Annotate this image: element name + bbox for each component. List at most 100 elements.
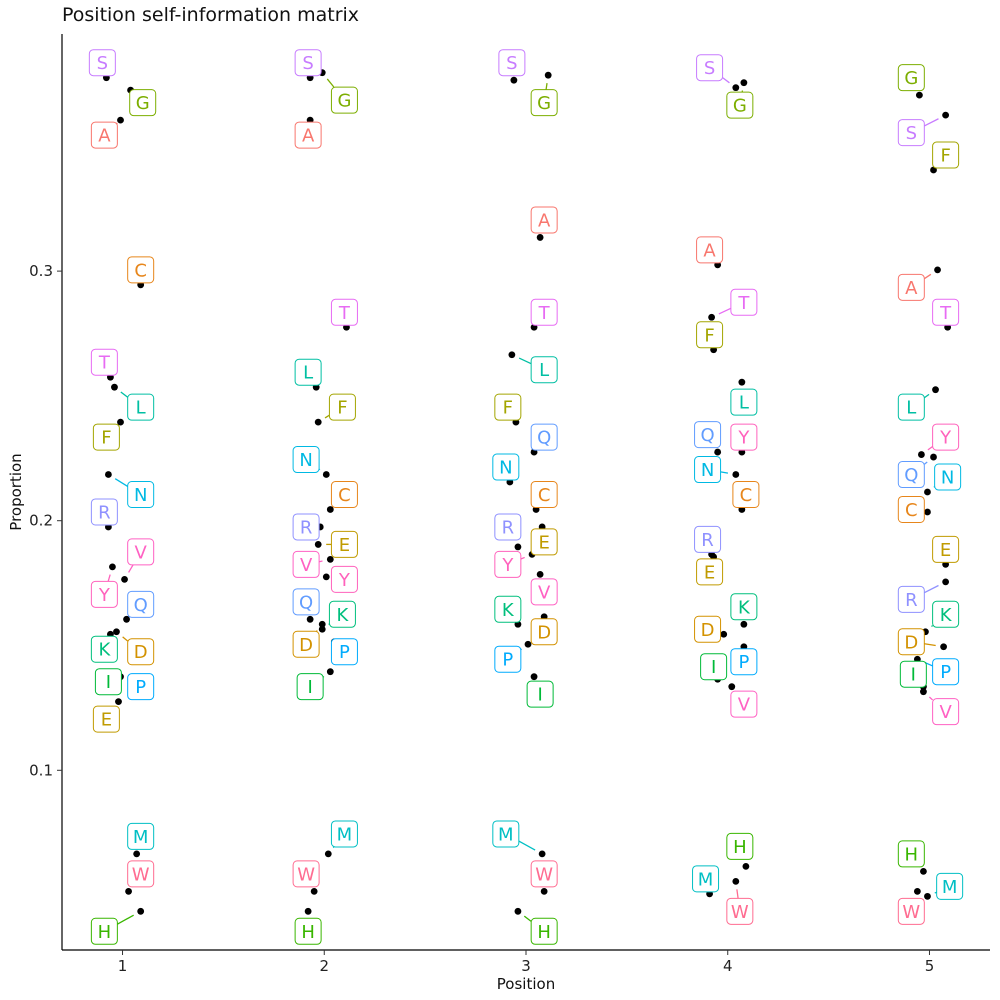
data-point <box>732 471 740 478</box>
label-D: D <box>530 618 558 646</box>
data-point <box>538 850 546 858</box>
data-label: C <box>338 485 351 506</box>
label-F: F <box>328 393 356 421</box>
data-label: V <box>538 582 551 603</box>
label-box <box>294 917 322 945</box>
data-label: P <box>940 662 951 683</box>
data-label: V <box>300 555 313 576</box>
data-point <box>137 907 145 915</box>
data-label: S <box>506 53 517 74</box>
label-V: V <box>530 578 558 606</box>
label-box <box>897 897 925 925</box>
label-D: D <box>292 630 320 658</box>
label-box <box>732 480 760 508</box>
label-Y: Y <box>330 565 358 593</box>
label-box <box>127 673 155 701</box>
label-box <box>294 358 322 386</box>
label-E: E <box>696 558 724 586</box>
label-I: I <box>296 673 324 701</box>
leader-line <box>923 393 930 399</box>
data-label: M <box>698 869 714 890</box>
data-point <box>117 116 124 124</box>
label-box <box>730 690 758 718</box>
leader-line <box>520 556 525 560</box>
label-P: P <box>932 658 960 686</box>
data-label: K <box>98 640 111 661</box>
label-Q: Q <box>127 590 155 618</box>
data-label: L <box>739 393 749 414</box>
label-box <box>694 525 722 553</box>
label-E: E <box>530 528 558 556</box>
label-box <box>127 480 155 508</box>
label-box <box>897 585 925 613</box>
data-label: V <box>738 695 751 716</box>
data-label: M <box>133 827 149 848</box>
label-E: E <box>92 705 120 733</box>
label-box <box>292 588 320 616</box>
label-C: C <box>732 480 760 508</box>
label-box <box>530 578 558 606</box>
data-point <box>942 111 950 119</box>
label-box <box>899 660 927 688</box>
label-box <box>90 348 118 376</box>
data-label: T <box>98 353 111 374</box>
data-point <box>310 887 318 895</box>
data-label: G <box>537 93 551 114</box>
data-label: E <box>704 562 715 583</box>
data-point <box>728 683 736 691</box>
leader-line <box>518 357 532 365</box>
data-label: F <box>503 398 513 419</box>
label-M: M <box>127 822 155 850</box>
label-H: H <box>294 917 322 945</box>
data-point <box>508 351 516 359</box>
x-tick-label: 1 <box>118 957 128 975</box>
label-R: R <box>90 498 118 526</box>
label-box <box>530 206 558 234</box>
data-label: Y <box>501 555 514 576</box>
data-label: D <box>299 635 313 656</box>
data-label: P <box>502 650 513 671</box>
leader-line <box>117 914 134 925</box>
label-P: P <box>330 638 358 666</box>
data-point <box>123 615 130 623</box>
y-tick-label: 0.1 <box>29 761 53 779</box>
leader-line <box>120 391 129 398</box>
label-box <box>897 393 925 421</box>
data-label: T <box>939 303 952 324</box>
label-G: G <box>530 89 558 117</box>
data-label: T <box>538 303 551 324</box>
label-Y: Y <box>730 423 758 451</box>
label-P: P <box>730 648 758 676</box>
label-C: C <box>897 495 925 523</box>
label-H: H <box>897 840 925 868</box>
label-box <box>330 565 358 593</box>
data-label: E <box>940 540 951 561</box>
data-label: K <box>337 605 350 626</box>
label-box <box>330 298 358 326</box>
label-box <box>696 236 724 264</box>
data-point <box>924 892 931 900</box>
leader-line <box>924 584 939 594</box>
label-K: K <box>328 600 356 628</box>
data-label: K <box>940 605 953 626</box>
data-point <box>326 506 334 513</box>
label-box <box>292 860 320 888</box>
label-P: P <box>127 673 155 701</box>
data-label: D <box>537 622 551 643</box>
label-N: N <box>292 446 320 474</box>
label-W: W <box>897 897 925 925</box>
leader-line <box>927 445 933 451</box>
leader-line <box>318 560 323 563</box>
label-box <box>494 595 522 623</box>
leader-line <box>928 696 934 701</box>
data-label: F <box>337 398 347 419</box>
label-K: K <box>90 635 118 663</box>
label-box <box>726 897 754 925</box>
data-label: E <box>538 532 549 553</box>
label-F: F <box>932 141 960 169</box>
label-M: M <box>692 865 720 893</box>
y-tick-label: 0.3 <box>29 262 53 280</box>
label-box <box>328 600 356 628</box>
label-box <box>492 820 520 848</box>
